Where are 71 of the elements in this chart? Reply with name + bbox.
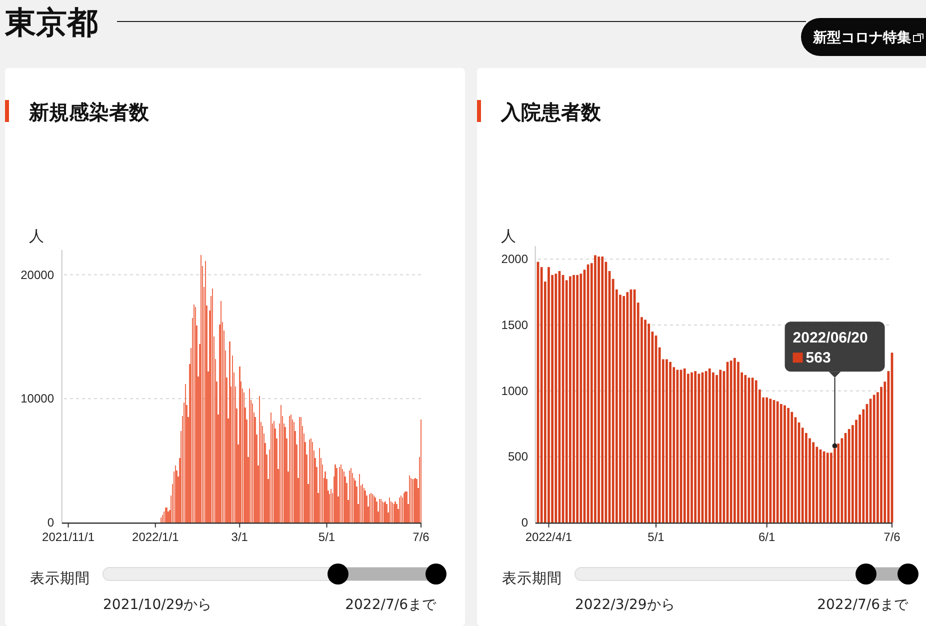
bar — [737, 362, 740, 522]
text: 表示期間 — [502, 570, 562, 587]
bar — [698, 374, 700, 522]
bar — [648, 324, 650, 522]
bar — [719, 370, 722, 522]
text: 2022/7/6まで — [817, 597, 909, 613]
text: 表示期間 — [30, 570, 90, 587]
bar — [694, 371, 697, 522]
bar — [644, 320, 646, 522]
y-tick-label: 0 — [521, 516, 528, 530]
x-tick-label: 7/6 — [412, 530, 430, 544]
y-tick-label: 0 — [47, 516, 54, 530]
x-tick-label: 2021/11/1 — [42, 530, 95, 544]
y-tick-label: 10000 — [20, 392, 54, 406]
bar — [744, 375, 747, 522]
bar — [569, 276, 572, 522]
bar — [580, 274, 582, 522]
x-tick-label: 7/6 — [884, 530, 901, 544]
bar — [812, 442, 815, 522]
annotation: 563 — [806, 350, 831, 367]
x-tick-label: 5/1 — [648, 530, 665, 544]
bar — [548, 267, 550, 522]
bar — [826, 452, 829, 522]
bar — [626, 292, 629, 522]
bar — [576, 274, 579, 522]
y-tick-label: 2000 — [501, 252, 528, 266]
bar — [776, 401, 779, 522]
text: 2022/3/29から — [575, 597, 675, 613]
text: 東京都 — [4, 5, 98, 41]
button: 新型コロナ特集 — [801, 18, 926, 56]
y-tick-label: 1500 — [501, 318, 528, 332]
bar — [712, 372, 714, 522]
bar — [683, 368, 686, 522]
y-tick-label: 500 — [508, 450, 528, 464]
bar — [790, 412, 794, 522]
bar — [780, 404, 782, 522]
y-axis-title: 人 — [501, 227, 516, 245]
bar — [730, 360, 732, 522]
bar — [733, 358, 736, 522]
bar — [622, 296, 625, 522]
bar — [766, 397, 768, 522]
bar — [594, 255, 596, 522]
bar — [669, 362, 672, 522]
y-tick-label: 20000 — [20, 268, 54, 282]
bar — [872, 394, 876, 522]
bar — [554, 274, 558, 522]
chart-title: 新規感染者数 — [28, 100, 150, 124]
bar — [830, 452, 832, 522]
bar — [690, 372, 693, 522]
bar — [848, 429, 850, 522]
x-tick-label: 2022/4/1 — [525, 530, 572, 544]
x-tick-label: 2022/1/1 — [132, 530, 180, 544]
x-tick-label: 6/1 — [758, 530, 776, 544]
x-tick-label: 5/1 — [318, 530, 336, 544]
bar — [601, 256, 604, 522]
y-tick-label: 1000 — [501, 384, 528, 398]
y-axis-title: 人 — [29, 227, 44, 245]
bar — [572, 274, 575, 522]
chart-title: 入院患者数 — [500, 100, 602, 124]
bar — [598, 256, 600, 522]
bar — [784, 405, 786, 522]
annotation: 2022/06/20 — [792, 330, 868, 347]
x-tick-label: 3/1 — [231, 530, 248, 544]
bar — [666, 359, 668, 522]
text: 2022/7/6まで — [345, 597, 437, 613]
bar — [754, 380, 758, 522]
bar — [769, 398, 772, 522]
text: 2021/10/29から — [103, 597, 212, 613]
bar — [787, 408, 790, 522]
tooltip: 2022/06/20 563 — [784, 322, 885, 448]
bar — [708, 368, 711, 522]
